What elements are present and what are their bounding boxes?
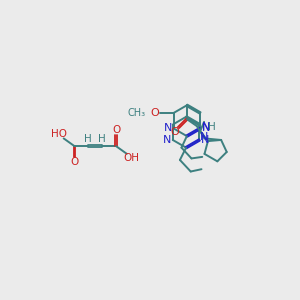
Text: H: H xyxy=(98,134,106,144)
Text: H: H xyxy=(208,122,216,132)
Text: N: N xyxy=(201,135,209,145)
Text: N: N xyxy=(201,123,210,134)
Text: CH₃: CH₃ xyxy=(128,108,146,118)
Text: O: O xyxy=(151,108,159,118)
Text: N: N xyxy=(164,123,172,134)
Text: OH: OH xyxy=(123,153,140,164)
Text: N: N xyxy=(163,135,172,145)
Text: O: O xyxy=(170,127,179,137)
Text: O: O xyxy=(112,125,120,135)
Text: H: H xyxy=(84,134,92,144)
Text: N: N xyxy=(202,122,210,132)
Text: O: O xyxy=(70,157,79,167)
Text: N: N xyxy=(200,132,208,142)
Text: HO: HO xyxy=(51,129,67,139)
